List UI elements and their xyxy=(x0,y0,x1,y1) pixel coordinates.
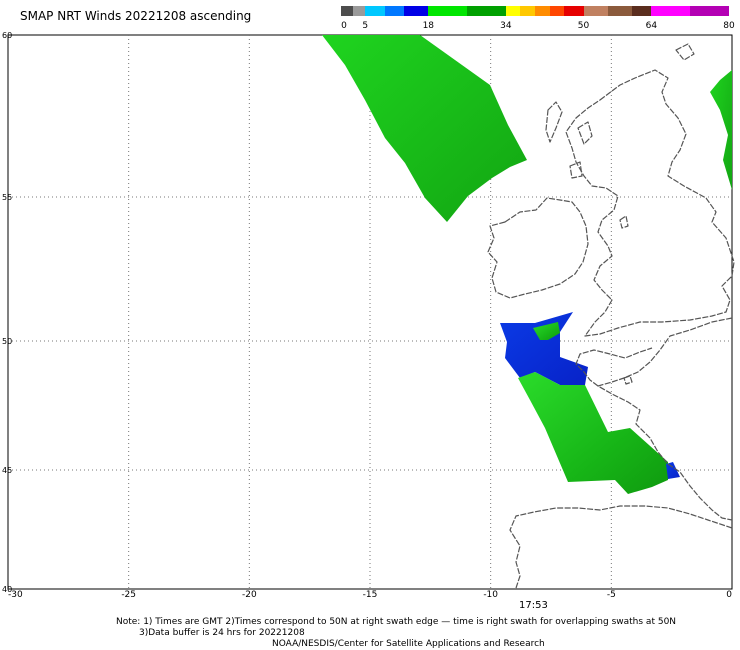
colorbar-label: 80 xyxy=(723,21,735,31)
coastline-skye xyxy=(577,121,593,145)
colorbar-label: 18 xyxy=(422,21,435,31)
y-axis-labels: 60 55 50 45 40 xyxy=(2,31,12,594)
coastline-spain xyxy=(509,505,733,589)
colorbar-segment xyxy=(607,6,633,16)
colorbar-segment xyxy=(632,6,652,16)
swath-time-label: 17:53 xyxy=(519,600,548,611)
note-line-1: Note: 1) Times are GMT 2)Times correspon… xyxy=(116,617,677,627)
x-tick-label: -20 xyxy=(242,590,257,600)
colorbar-segment xyxy=(651,6,691,16)
colorbar-segment xyxy=(404,6,429,16)
colorbar-segment xyxy=(428,6,468,16)
graticule xyxy=(8,35,732,589)
swath-south-green-small xyxy=(533,322,560,340)
x-axis-labels: -30 -25 -20 -15 -10 -5 0 xyxy=(8,590,732,600)
colorbar-segment xyxy=(564,6,584,16)
coastline-great-britain xyxy=(565,69,735,337)
swath-south-blue-tip xyxy=(666,462,680,479)
colorbar-segment xyxy=(535,6,551,16)
coastline-channel-islands xyxy=(623,375,633,385)
colorbar-segment xyxy=(384,6,405,16)
colorbar-segment xyxy=(549,6,565,16)
swath-northeast-green xyxy=(710,70,732,190)
colorbar-segment xyxy=(520,6,536,16)
x-tick-label: -15 xyxy=(363,590,378,600)
wind-speed-colorbar xyxy=(341,6,730,16)
swath-north-green xyxy=(322,35,527,222)
coastline-ireland xyxy=(487,197,589,299)
map-title: SMAP NRT Winds 20221208 ascending xyxy=(20,9,252,23)
y-tick-label: 60 xyxy=(2,31,12,40)
y-tick-label: 40 xyxy=(2,585,12,594)
wind-swaths xyxy=(322,35,732,494)
colorbar-segment xyxy=(365,6,386,16)
x-tick-label: -30 xyxy=(8,590,23,600)
note-line-2: 3)Data buffer is 24 hrs for 20221208 xyxy=(139,628,305,638)
colorbar-segment xyxy=(341,6,354,16)
coastline-outer-hebrides xyxy=(545,101,563,143)
note-line-3: NOAA/NESDIS/Center for Satellite Applica… xyxy=(272,639,545,649)
swath-south-blue xyxy=(500,312,588,385)
colorbar-segment xyxy=(353,6,366,16)
colorbar-segment xyxy=(505,6,521,16)
y-tick-label: 45 xyxy=(2,466,12,475)
colorbar-segment xyxy=(467,6,507,16)
colorbar-label: 50 xyxy=(577,21,590,31)
colorbar-label: 0 xyxy=(341,21,347,31)
colorbar-segment xyxy=(583,6,609,16)
colorbar-label: 64 xyxy=(645,21,658,31)
coastline-brittany xyxy=(575,347,653,387)
coastline-orkney xyxy=(675,43,695,61)
y-tick-label: 55 xyxy=(2,193,12,202)
colorbar-segment xyxy=(690,6,730,16)
colorbar-label: 5 xyxy=(362,21,369,31)
coastline-france xyxy=(597,317,733,521)
x-tick-label: -25 xyxy=(121,590,136,600)
coastlines xyxy=(487,43,735,589)
coastline-islay xyxy=(569,161,583,179)
coastline-isle-of-man xyxy=(619,215,629,229)
x-tick-label: -10 xyxy=(483,590,498,600)
x-tick-label: 0 xyxy=(726,590,732,600)
swath-south-green xyxy=(518,372,668,494)
y-tick-label: 50 xyxy=(2,337,12,346)
colorbar-label: 34 xyxy=(500,21,512,31)
x-tick-label: -5 xyxy=(607,590,616,600)
